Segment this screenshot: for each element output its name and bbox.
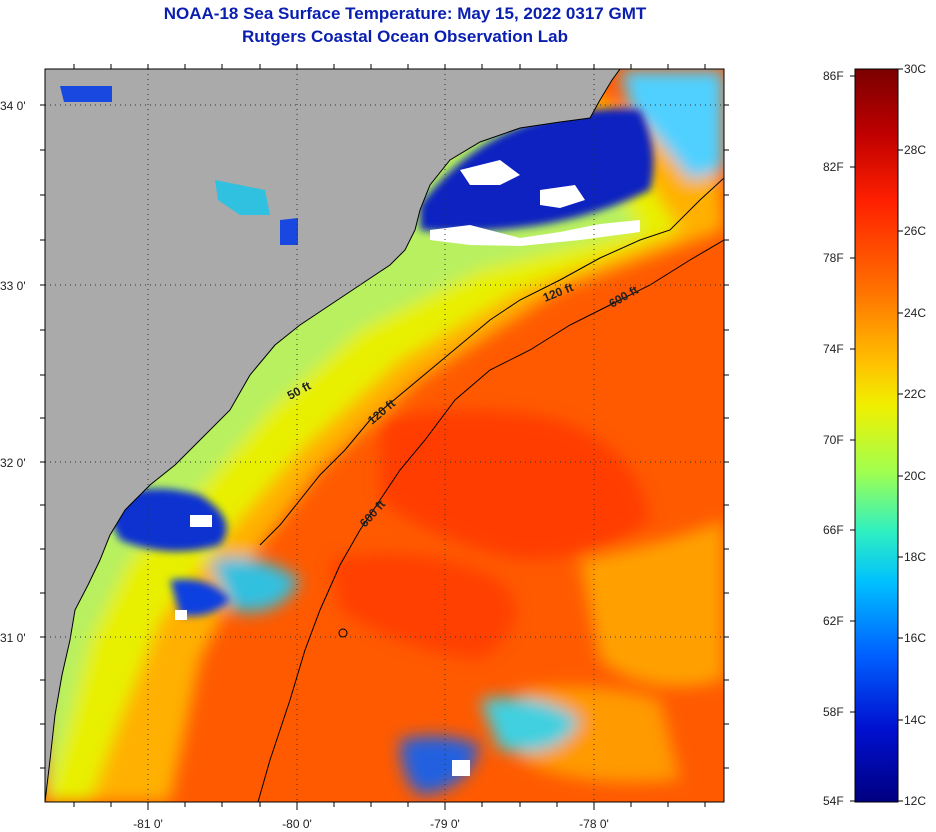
cb-f-82: 82F	[823, 160, 844, 174]
cb-f-54: 54F	[823, 794, 844, 808]
lon-label-81: -81 0'	[133, 817, 163, 831]
cb-f-74: 74F	[823, 342, 844, 356]
map-title: NOAA-18 Sea Surface Temperature: May 15,…	[163, 4, 647, 23]
isobath-600ft	[257, 239, 724, 802]
isobath-120ft	[259, 177, 724, 546]
cloud-patches	[175, 160, 640, 776]
cb-f-86: 86F	[823, 69, 844, 83]
lon-label-80: -80 0'	[282, 817, 312, 831]
cb-c-20: 20C	[904, 469, 927, 483]
lon-label-79: -79 0'	[430, 817, 460, 831]
cb-c-12: 12C	[904, 794, 927, 808]
coastline	[45, 69, 621, 802]
map-frame	[44, 68, 725, 803]
map-panel: 50 ft 120 ft 120 ft 600 ft 600 ft	[45, 69, 724, 802]
colorbar	[854, 68, 899, 803]
cb-f-78: 78F	[823, 251, 844, 265]
cb-c-16: 16C	[904, 631, 927, 645]
cb-f-58: 58F	[823, 705, 844, 719]
cb-c-30: 30C	[904, 62, 927, 76]
land-mass	[45, 69, 620, 802]
graticule	[45, 69, 724, 802]
cb-f-70: 70F	[823, 433, 844, 447]
cb-c-14: 14C	[904, 713, 927, 727]
cb-c-26: 26C	[904, 224, 927, 238]
lon-label-78: -78 0'	[579, 817, 609, 831]
lat-label-32: 32 0'	[0, 456, 26, 470]
cb-f-62: 62F	[823, 614, 844, 628]
cb-f-66: 66F	[823, 523, 844, 537]
cb-c-28: 28C	[904, 143, 927, 157]
cb-c-24: 24C	[904, 306, 927, 320]
lat-label-31: 31 0'	[0, 631, 26, 645]
lat-label-33: 33 0'	[0, 279, 26, 293]
map-subtitle: Rutgers Coastal Ocean Observation Lab	[242, 27, 568, 46]
cb-c-18: 18C	[904, 550, 927, 564]
cb-c-22: 22C	[904, 387, 927, 401]
lat-label-34: 34 0'	[0, 99, 26, 113]
